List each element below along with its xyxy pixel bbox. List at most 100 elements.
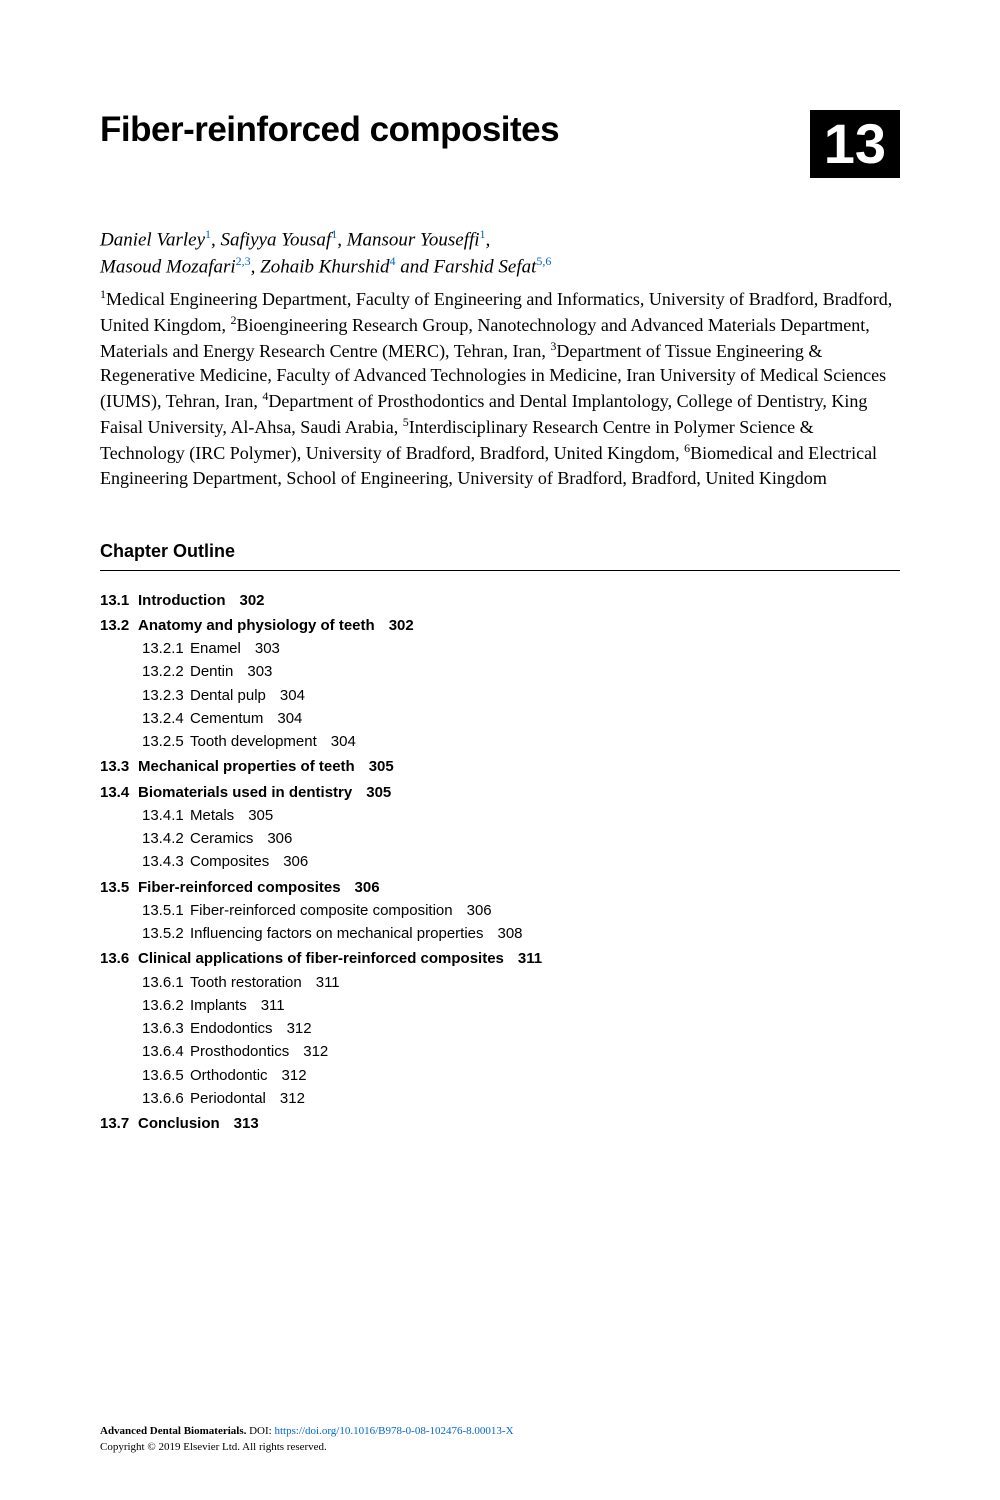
affiliations-block: 1Medical Engineering Department, Faculty… [100,286,900,491]
toc-title: Introduction [138,592,225,609]
toc-title: Implants [190,997,247,1014]
toc-page: 305 [248,807,273,824]
toc-number: 13.6 [100,947,138,970]
toc-title: Tooth restoration [190,974,302,991]
author-name: , Zohaib Khurshid [251,256,390,277]
outline-rule [100,570,900,571]
toc-title: Fiber-reinforced composite composition [190,902,453,919]
toc-title: Fiber-reinforced composites [138,879,341,896]
toc-page: 305 [369,758,394,775]
toc-title: Tooth development [190,733,317,750]
authors-block: Daniel Varley1, Safiyya Yousaf1, Mansour… [100,226,900,280]
toc-section[interactable]: 13.4Biomaterials used in dentistry 305 [100,781,900,804]
toc-page: 312 [287,1020,312,1037]
toc-page: 306 [355,879,380,896]
author-affiliation-ref[interactable]: 5,6 [536,254,551,268]
toc-number: 13.6.6 [142,1087,190,1110]
toc-number: 13.2.4 [142,707,190,730]
toc-page: 311 [518,950,542,967]
doi-label: DOI: [246,1425,274,1437]
toc-number: 13.2.5 [142,730,190,753]
toc-page: 311 [316,974,340,991]
toc-subsection[interactable]: 13.2.5Tooth development 304 [100,730,900,753]
author-name: Daniel Varley [100,229,205,250]
toc-page: 306 [467,902,492,919]
toc-title: Influencing factors on mechanical proper… [190,925,484,942]
toc-number: 13.1 [100,589,138,612]
toc-number: 13.4 [100,781,138,804]
toc-title: Composites [190,853,269,870]
toc-subsection[interactable]: 13.6.2Implants311 [100,994,900,1017]
toc-page: 312 [280,1090,305,1107]
toc-number: 13.4.1 [142,804,190,827]
toc-section[interactable]: 13.7Conclusion313 [100,1112,900,1135]
toc-page: 304 [280,687,305,704]
author-name: Masoud Mozafari [100,256,236,277]
toc-subsection[interactable]: 13.4.3Composites306 [100,850,900,873]
toc-number: 13.4.2 [142,827,190,850]
author-name: and Farshid Sefat [396,256,537,277]
separator: , [486,229,491,250]
author-affiliation-ref[interactable]: 2,3 [236,254,251,268]
toc-section[interactable]: 13.6Clinical applications of fiber-reinf… [100,947,900,970]
toc-section[interactable]: 13.3Mechanical properties of teeth 305 [100,755,900,778]
toc-title: Biomaterials used in dentistry [138,784,352,801]
toc-number: 13.6.4 [142,1040,190,1063]
toc-number: 13.3 [100,755,138,778]
toc-number: 13.4.3 [142,850,190,873]
toc-title: Prosthodontics [190,1043,289,1060]
toc-subsection[interactable]: 13.6.1Tooth restoration 311 [100,971,900,994]
toc-subsection[interactable]: 13.5.2Influencing factors on mechanical … [100,922,900,945]
toc-section[interactable]: 13.2Anatomy and physiology of teeth 302 [100,614,900,637]
toc-page: 308 [498,925,523,942]
toc-section[interactable]: 13.1Introduction302 [100,589,900,612]
toc-title: Dental pulp [190,687,266,704]
toc-subsection[interactable]: 13.6.5Orthodontic312 [100,1064,900,1087]
toc-number: 13.5.1 [142,899,190,922]
toc-page: 304 [277,710,302,727]
toc-number: 13.5.2 [142,922,190,945]
book-title: Advanced Dental Biomaterials. [100,1425,246,1437]
toc-title: Anatomy and physiology of teeth [138,617,375,634]
toc-subsection[interactable]: 13.2.2Dentin303 [100,660,900,683]
toc-number: 13.6.3 [142,1017,190,1040]
toc-title: Ceramics [190,830,253,847]
toc-title: Conclusion [138,1115,220,1132]
toc-section[interactable]: 13.5Fiber-reinforced composites 306 [100,876,900,899]
toc-title: Orthodontic [190,1067,268,1084]
table-of-contents: 13.1Introduction30213.2Anatomy and physi… [100,589,900,1136]
outline-heading: Chapter Outline [100,541,900,562]
toc-page: 302 [389,617,414,634]
toc-title: Metals [190,807,234,824]
toc-subsection[interactable]: 13.2.3Dental pulp 304 [100,684,900,707]
toc-page: 303 [247,663,272,680]
toc-subsection[interactable]: 13.2.1Enamel303 [100,637,900,660]
toc-title: Periodontal [190,1090,266,1107]
toc-page: 303 [255,640,280,657]
toc-subsection[interactable]: 13.6.4Prosthodontics312 [100,1040,900,1063]
toc-number: 13.7 [100,1112,138,1135]
toc-subsection[interactable]: 13.6.6Periodontal 312 [100,1087,900,1110]
toc-title: Clinical applications of fiber-reinforce… [138,950,504,967]
toc-title: Cementum [190,710,263,727]
toc-title: Mechanical properties of teeth [138,758,355,775]
toc-number: 13.2 [100,614,138,637]
toc-number: 13.2.2 [142,660,190,683]
toc-page: 312 [282,1067,307,1084]
toc-number: 13.5 [100,876,138,899]
toc-subsection[interactable]: 13.4.2Ceramics306 [100,827,900,850]
toc-subsection[interactable]: 13.5.1Fiber-reinforced composite composi… [100,899,900,922]
toc-title: Endodontics [190,1020,273,1037]
toc-page: 305 [366,784,391,801]
author-name: , Safiyya Yousaf [211,229,331,250]
toc-subsection[interactable]: 13.6.3Endodontics 312 [100,1017,900,1040]
toc-number: 13.2.3 [142,684,190,707]
toc-subsection[interactable]: 13.4.1Metals 305 [100,804,900,827]
toc-number: 13.6.1 [142,971,190,994]
toc-page: 311 [261,997,285,1014]
chapter-header: Fiber-reinforced composites 13 [100,110,900,178]
toc-subsection[interactable]: 13.2.4Cementum 304 [100,707,900,730]
chapter-number: 13 [810,110,900,178]
doi-link[interactable]: https://doi.org/10.1016/B978-0-08-102476… [274,1425,513,1437]
toc-page: 304 [331,733,356,750]
